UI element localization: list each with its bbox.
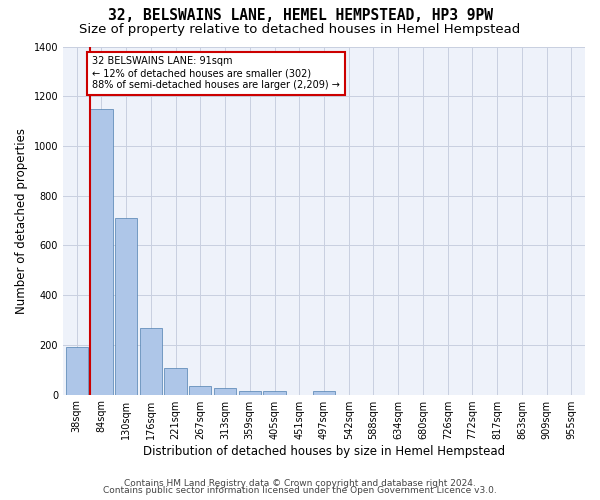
Text: Contains HM Land Registry data © Crown copyright and database right 2024.: Contains HM Land Registry data © Crown c… bbox=[124, 478, 476, 488]
Bar bbox=[90, 108, 113, 395]
Bar bbox=[239, 391, 261, 394]
Bar bbox=[313, 390, 335, 394]
Text: 32, BELSWAINS LANE, HEMEL HEMPSTEAD, HP3 9PW: 32, BELSWAINS LANE, HEMEL HEMPSTEAD, HP3… bbox=[107, 8, 493, 22]
Bar bbox=[214, 388, 236, 394]
Bar bbox=[164, 368, 187, 394]
Bar bbox=[115, 218, 137, 394]
Bar bbox=[263, 392, 286, 394]
Text: Size of property relative to detached houses in Hemel Hempstead: Size of property relative to detached ho… bbox=[79, 22, 521, 36]
Text: 32 BELSWAINS LANE: 91sqm
← 12% of detached houses are smaller (302)
88% of semi-: 32 BELSWAINS LANE: 91sqm ← 12% of detach… bbox=[92, 56, 340, 90]
Bar bbox=[189, 386, 211, 394]
Bar bbox=[140, 328, 162, 394]
Y-axis label: Number of detached properties: Number of detached properties bbox=[15, 128, 28, 314]
Bar bbox=[65, 346, 88, 395]
Text: Contains public sector information licensed under the Open Government Licence v3: Contains public sector information licen… bbox=[103, 486, 497, 495]
X-axis label: Distribution of detached houses by size in Hemel Hempstead: Distribution of detached houses by size … bbox=[143, 444, 505, 458]
